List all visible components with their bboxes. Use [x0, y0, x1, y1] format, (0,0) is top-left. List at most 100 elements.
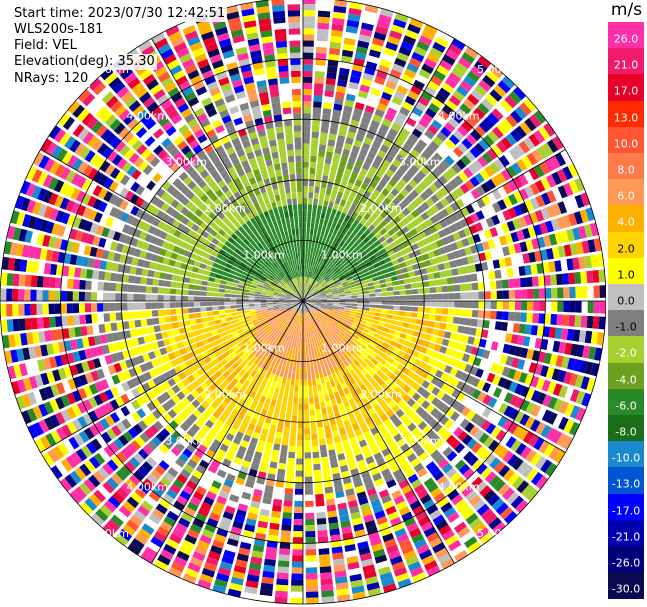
range-gate — [352, 382, 360, 390]
range-gate — [406, 153, 416, 164]
range-gate — [445, 194, 455, 204]
range-gate — [134, 276, 142, 284]
range-gate — [138, 448, 149, 460]
range-gate — [309, 317, 313, 324]
range-gate — [109, 241, 118, 251]
range-gate — [15, 243, 24, 257]
range-gate — [164, 233, 173, 242]
range-gate — [316, 268, 321, 275]
range-gate — [75, 338, 84, 349]
range-gate — [492, 202, 502, 213]
range-gate — [148, 369, 158, 378]
range-gate — [182, 573, 197, 584]
range-gate — [146, 278, 154, 286]
range-gate — [150, 253, 159, 262]
range-gate — [334, 441, 343, 449]
range-gate — [316, 320, 321, 327]
range-gate — [372, 373, 381, 382]
range-gate — [292, 310, 297, 317]
range-gate — [322, 388, 329, 396]
range-gate — [305, 306, 309, 312]
range-gate — [267, 306, 274, 309]
range-gate — [273, 341, 279, 349]
range-gate — [261, 428, 269, 436]
range-gate — [250, 328, 258, 334]
range-gate — [317, 28, 329, 36]
range-gate — [278, 297, 285, 300]
range-gate — [384, 244, 392, 252]
range-gate — [253, 342, 261, 349]
range-gate — [484, 360, 494, 371]
range-gate — [279, 305, 286, 308]
range-gate — [411, 209, 420, 218]
range-gate — [339, 298, 346, 301]
range-gate — [303, 185, 308, 192]
range-gate — [469, 327, 477, 336]
range-gate — [507, 179, 518, 192]
range-gate — [474, 84, 488, 97]
range-gate — [568, 315, 576, 327]
range-gate — [436, 64, 450, 76]
range-gate — [466, 438, 478, 450]
range-gate — [273, 306, 280, 309]
range-gate — [535, 377, 546, 390]
range-gate — [500, 99, 513, 113]
range-gate — [398, 390, 407, 399]
range-gate — [59, 197, 70, 210]
range-gate — [139, 310, 147, 319]
range-gate — [225, 433, 235, 442]
range-gate — [334, 146, 343, 155]
range-gate — [258, 414, 266, 422]
range-gate — [395, 342, 403, 350]
range-gate — [387, 148, 398, 158]
range-gate — [361, 508, 373, 517]
range-gate — [523, 214, 533, 226]
range-gate — [212, 287, 220, 293]
range-gate — [552, 414, 564, 428]
range-gate — [360, 384, 368, 392]
range-gate — [381, 577, 395, 587]
range-gate — [259, 588, 273, 597]
range-gate — [197, 429, 207, 439]
range-gate — [312, 266, 316, 273]
range-gate — [348, 281, 355, 286]
range-gate — [337, 166, 345, 174]
range-gate — [506, 322, 514, 332]
range-gate — [411, 51, 425, 63]
range-gate — [316, 518, 327, 525]
range-gate — [214, 278, 221, 284]
range-gate — [11, 380, 21, 395]
range-gate — [507, 278, 515, 289]
range-gate — [505, 133, 518, 146]
range-gate — [416, 544, 430, 555]
range-gate — [416, 282, 424, 288]
range-gate — [467, 93, 480, 106]
range-gate — [544, 313, 552, 325]
range-gate — [128, 275, 136, 284]
range-gate — [451, 268, 459, 276]
range-gate — [375, 301, 382, 305]
range-gate — [166, 398, 176, 408]
range-gate — [226, 277, 234, 283]
range-gate — [324, 238, 330, 246]
range-gate — [251, 282, 258, 286]
range-gate — [66, 291, 73, 301]
range-gate — [423, 477, 435, 488]
range-gate — [245, 331, 253, 338]
range-gate — [523, 170, 534, 184]
range-gate — [450, 438, 461, 450]
range-gate — [350, 311, 357, 315]
range-gate — [447, 489, 460, 501]
range-gate — [308, 298, 315, 300]
range-gate — [459, 309, 467, 317]
range-gate — [218, 293, 225, 297]
range-gate — [404, 468, 416, 479]
range-gate — [160, 428, 171, 439]
range-gate — [273, 319, 280, 324]
range-gate — [291, 561, 303, 568]
range-gate — [194, 449, 204, 459]
range-gate — [495, 103, 509, 117]
range-gate — [195, 318, 203, 324]
range-gate — [408, 323, 416, 330]
range-gate — [249, 311, 257, 316]
